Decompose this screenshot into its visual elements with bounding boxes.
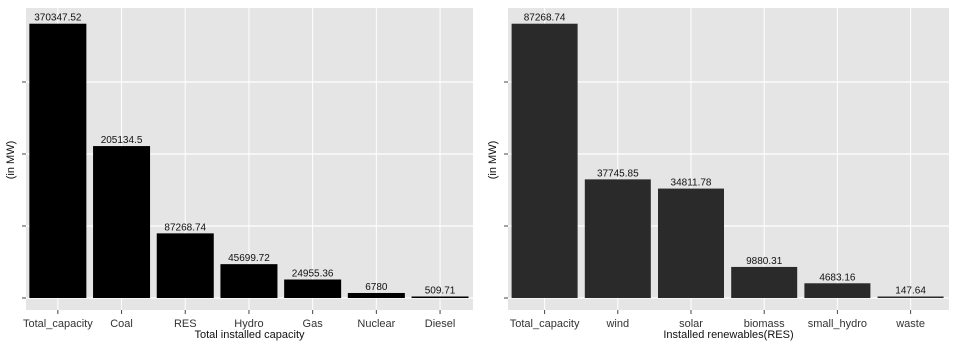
x-tick-label: biomass	[744, 318, 785, 330]
x-tick-label: Hydro	[234, 318, 263, 330]
data-label: 34811.78	[671, 178, 712, 189]
bar-total-capacity	[29, 23, 87, 298]
data-label: 9880.31	[746, 256, 783, 267]
x-tick-label: Total_capacity	[23, 318, 93, 330]
data-label: 45699.72	[228, 253, 270, 264]
bar-biomass	[731, 266, 798, 298]
data-label: 87268.74	[524, 13, 566, 24]
x-tick-label: solar	[679, 318, 703, 330]
x-tick-label: waste	[895, 318, 925, 330]
x-tick-label: wind	[605, 318, 629, 330]
bar-gas	[284, 279, 342, 298]
x-tick-label: RES	[174, 318, 197, 330]
bar-nuclear	[347, 292, 405, 298]
x-tick-label: Diesel	[425, 318, 456, 330]
right-chart-panel: 87268.74 Total_capacity 37745.85 wind 34811.…	[487, 8, 949, 341]
y-axis-title: (in MW)	[5, 141, 17, 180]
data-label: 24955.36	[292, 269, 334, 280]
data-label: 6780	[365, 282, 388, 293]
bar-wind	[584, 179, 651, 298]
bar-waste	[877, 296, 944, 298]
left-chart-panel: 370347.52 Total_capacity 205134.5 Coal 87268…	[5, 8, 473, 341]
bar-solar	[658, 188, 724, 298]
x-tick-label: Total_capacity	[510, 318, 580, 330]
data-label: 509.71	[425, 286, 456, 297]
bar-coal	[93, 146, 151, 298]
x-axis-title: Installed renewables(RES)	[663, 329, 793, 341]
x-tick-label: Gas	[303, 318, 324, 330]
data-label: 4683.16	[819, 272, 856, 283]
x-tick-label: Coal	[110, 318, 133, 330]
data-label: 205134.5	[101, 135, 143, 146]
x-tick-label: Nuclear	[357, 318, 395, 330]
data-label: 87268.74	[164, 222, 206, 233]
bar-diesel	[411, 296, 469, 298]
bar-res	[156, 233, 214, 298]
x-axis-title: Total installed capacity	[194, 329, 305, 341]
bar-small-hydro	[804, 283, 871, 298]
bar-total-capacity	[511, 23, 578, 298]
bar-hydro	[220, 264, 278, 298]
y-axis-title: (in MW)	[487, 141, 499, 180]
plot-background	[508, 8, 949, 310]
data-label: 147.64	[895, 286, 926, 297]
x-tick-label: small_hydro	[808, 318, 867, 330]
data-label: 37745.85	[597, 168, 639, 179]
data-label: 370347.52	[34, 13, 82, 24]
